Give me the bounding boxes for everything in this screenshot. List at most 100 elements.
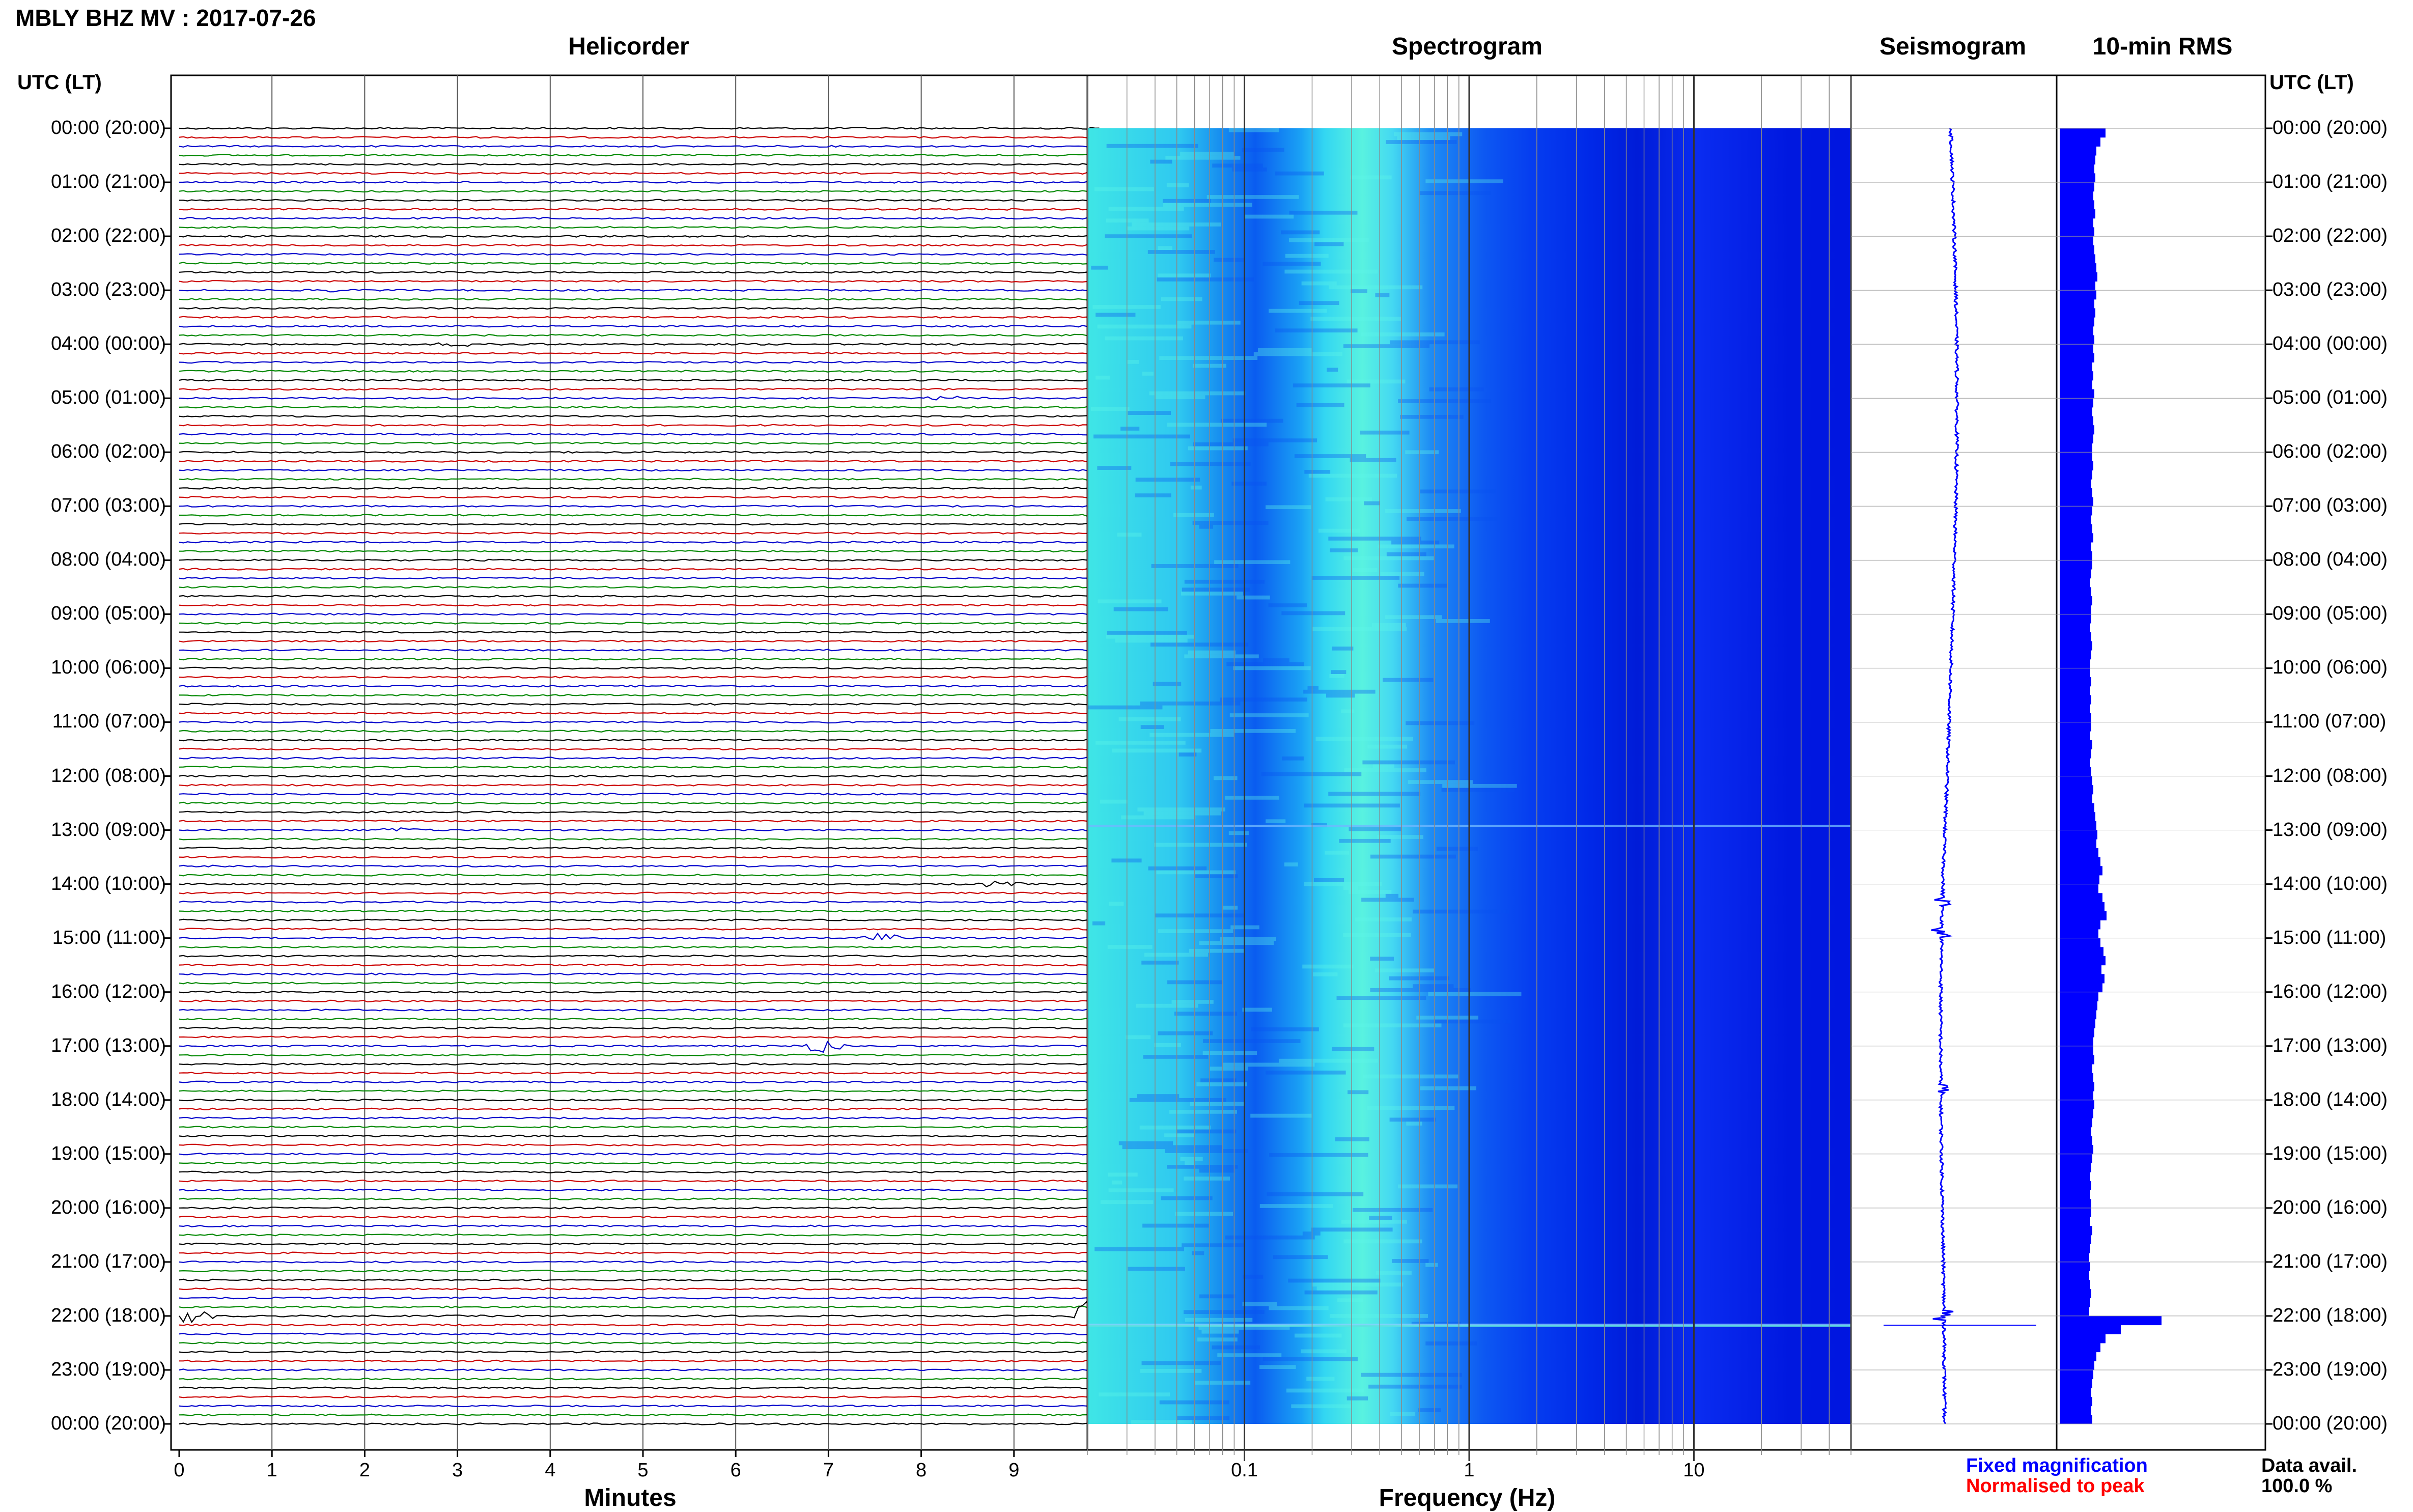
rms-bar (2060, 1082, 2094, 1091)
rms-bar (2060, 470, 2092, 480)
spectrogram-streak (1293, 383, 1370, 387)
spectrogram-streak (1173, 513, 1214, 517)
helicorder-trace (179, 774, 1100, 778)
spectrogram-streak (1149, 733, 1234, 737)
spectrogram-streak (1311, 1282, 1404, 1287)
spectrogram-streak (1154, 843, 1247, 847)
spectrogram-streak (1380, 572, 1424, 576)
legend-normalised-to-peak: Normalised to peak (1966, 1475, 2145, 1497)
spectrogram-streak (1304, 469, 1331, 474)
spectrogram-streak (1188, 446, 1248, 451)
helicorder-trace (179, 172, 1100, 175)
spectrogram-streak (1217, 1353, 1282, 1357)
rms-bar (2060, 533, 2093, 543)
helicorder-trace (179, 1368, 1100, 1371)
helicorder-trace (179, 181, 1100, 184)
rms-bar (2060, 1100, 2094, 1109)
spectrogram-streak (1312, 627, 1407, 631)
helicorder-trace (179, 1017, 1100, 1021)
helicorder-trace (179, 162, 1100, 166)
spectrogram-streak (1183, 1310, 1265, 1314)
helicorder-trace (179, 189, 1100, 193)
spectrogram-streak (1313, 972, 1338, 976)
spectrogram-streak (1389, 1117, 1436, 1122)
rms-bar (2060, 1190, 2090, 1199)
helicorder-trace (179, 1009, 1100, 1012)
helicorder-trace (179, 1359, 1100, 1363)
spectrogram-streak (1158, 929, 1233, 933)
rms-bar (2060, 479, 2091, 489)
rms-bar (2060, 1046, 2093, 1055)
helicorder-trace (179, 1287, 1100, 1291)
spectrogram-streak (1111, 748, 1202, 753)
spectrogram-streak (1368, 1384, 1462, 1389)
spectrogram-streak (1195, 874, 1238, 879)
spectrogram-streak (1348, 1090, 1369, 1095)
helicorder-trace (179, 414, 1100, 418)
spectrogram-streak (1141, 1361, 1221, 1365)
helicorder-trace (179, 1404, 1100, 1408)
spectrogram-streak (1140, 725, 1164, 729)
rms-bar (2060, 1145, 2093, 1155)
time-label: 06:00 (02:00) (2272, 441, 2388, 463)
spectrogram-streak (1185, 1318, 1253, 1322)
spectrogram-streak (1367, 744, 1408, 749)
helicorder-trace (179, 918, 1100, 922)
spectrogram-streak (1097, 466, 1132, 470)
helicorder-trace (179, 999, 1100, 1003)
spectrogram-streak (1398, 1184, 1458, 1189)
helicorder-trace (179, 630, 1100, 634)
spectrogram-streak (1251, 1027, 1319, 1031)
spectrogram-streak (1117, 533, 1142, 537)
spectrogram-streak (1346, 1396, 1368, 1401)
chart-title: MBLY BHZ MV : 2017-07-26 (15, 5, 316, 31)
helicorder-xlabel: Minutes (584, 1485, 677, 1511)
spectrogram-streak (1420, 489, 1496, 494)
spectrogram-streak (1362, 760, 1455, 765)
helicorder-trace (179, 666, 1100, 670)
spectrogram-streak (1275, 328, 1358, 333)
rms-bar (2060, 578, 2090, 587)
spectrogram-streak (1362, 1074, 1458, 1079)
rms-bar (2060, 389, 2094, 399)
utc-header-right: UTC (LT) (2269, 71, 2354, 94)
spectrogram-streak (1428, 992, 1522, 996)
spectrogram-streak (1224, 796, 1279, 800)
spectrogram-streak (1098, 599, 1162, 604)
rms-bar (2060, 884, 2098, 893)
spectrogram-streak (1343, 886, 1358, 890)
rms-bar (2060, 551, 2092, 561)
spectrogram-streak (1174, 1012, 1238, 1016)
time-label: 07:00 (03:00) (50, 495, 166, 517)
helicorder-trace (179, 298, 1100, 301)
helicorder-panel (170, 74, 1100, 1451)
helicorder-trace (179, 424, 1100, 427)
spectrogram-streak (1329, 285, 1423, 290)
spectrogram-streak (1261, 772, 1362, 776)
rms-bar (2060, 1298, 2090, 1307)
spectrogram-streak (1306, 1377, 1335, 1381)
spectrogram-streak (1253, 352, 1342, 356)
spectrogram-streak (1222, 1062, 1315, 1067)
time-label: 09:00 (05:00) (50, 603, 166, 625)
rms-bar (2060, 488, 2092, 498)
spectrogram-streak (1141, 960, 1179, 965)
spectrogram-streak (1311, 576, 1400, 580)
spectrogram-streak (1360, 430, 1410, 435)
rms-bar (2060, 1181, 2091, 1190)
time-label: 02:00 (22:00) (50, 225, 166, 247)
spectrogram-streak (1328, 537, 1421, 541)
helicorder-trace (179, 1224, 1100, 1227)
helicorder-trace (179, 1197, 1100, 1200)
seismogram-frame (1850, 74, 2058, 1451)
spectrogram-streak (1273, 1255, 1328, 1259)
spectrogram-streak (1143, 1055, 1209, 1059)
helicorder-trace (179, 972, 1100, 976)
rms-bar (2060, 326, 2093, 335)
spectrogram-streak (1199, 941, 1274, 945)
rms-bar (2060, 866, 2102, 876)
helicorder-trace (179, 127, 1100, 130)
spectrogram-streak (1284, 862, 1298, 866)
spectrogram-streak (1212, 163, 1263, 168)
